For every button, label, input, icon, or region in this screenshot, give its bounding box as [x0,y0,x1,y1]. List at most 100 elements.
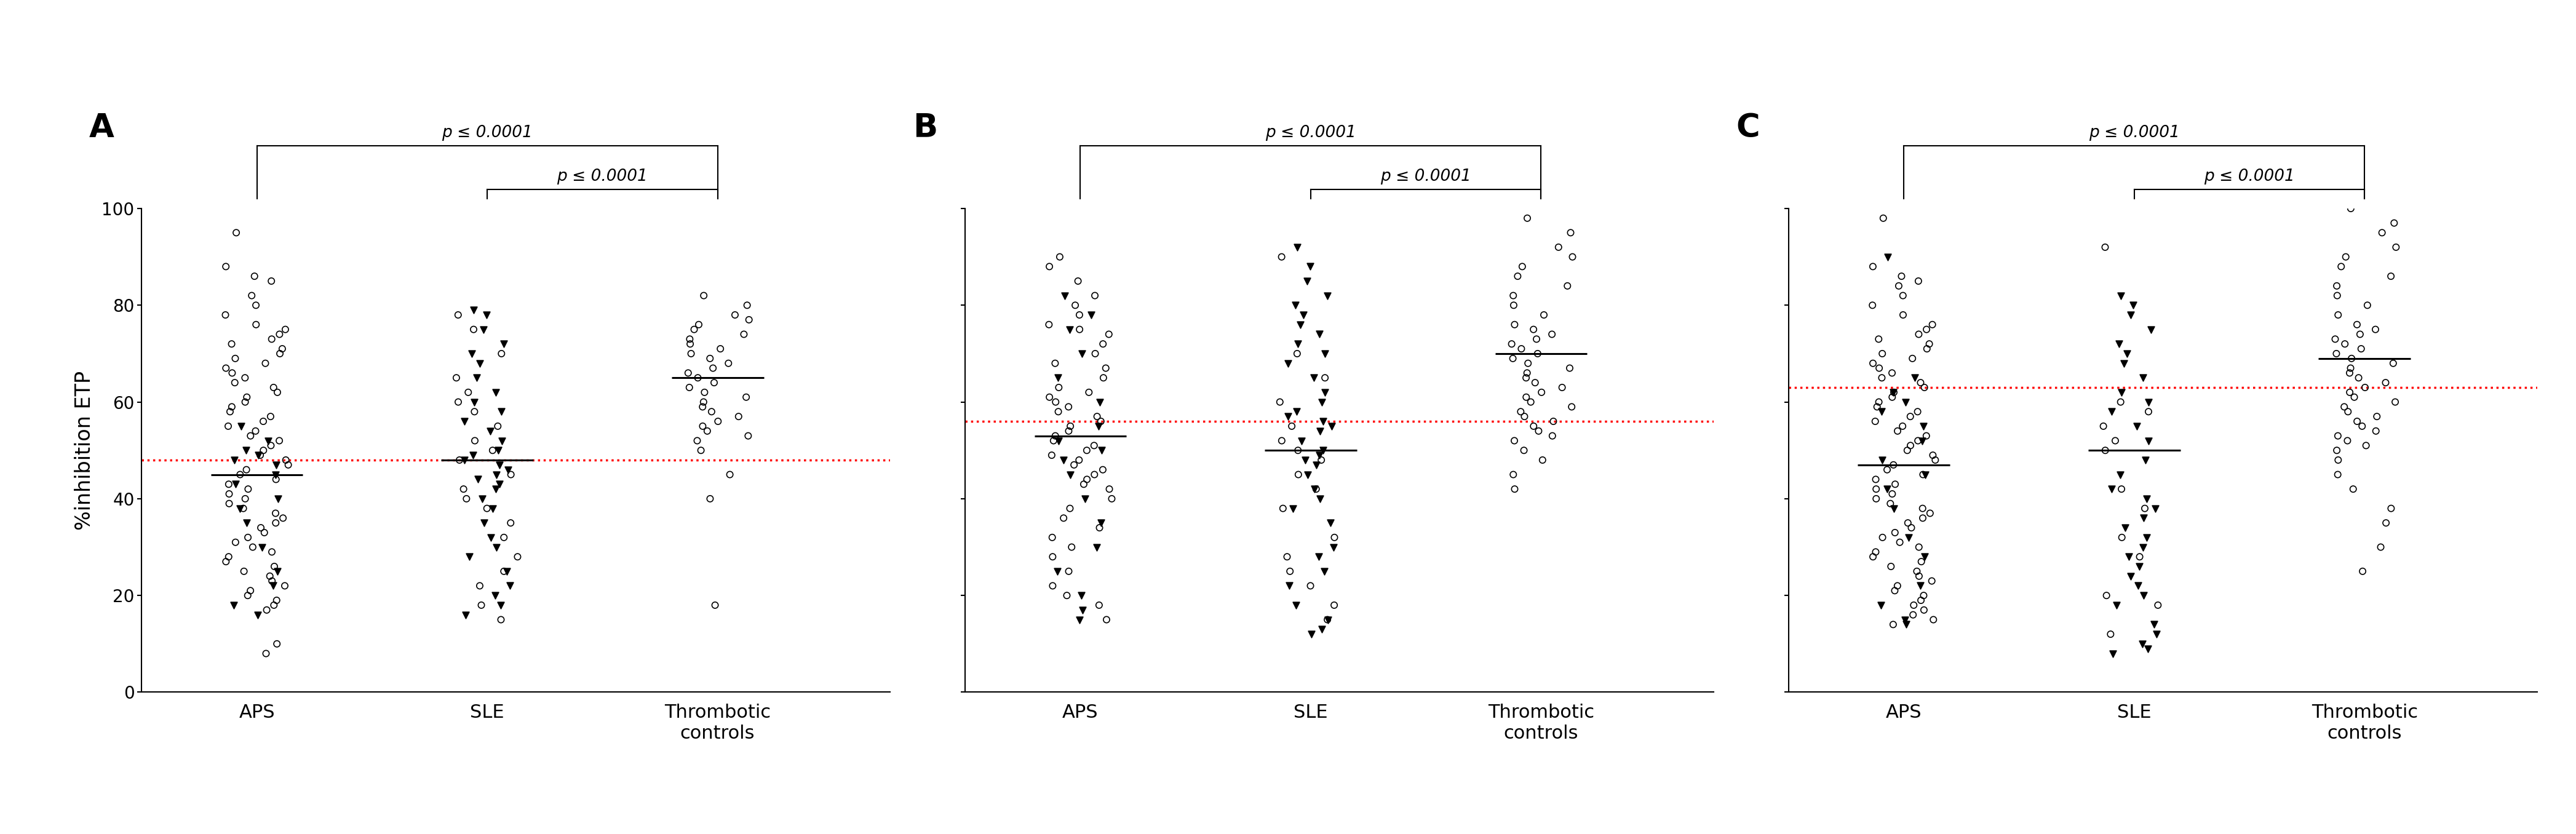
Point [1899,570,1940,583]
Point [1533,414,1574,428]
Point [2326,434,2367,447]
Point [2357,409,2398,423]
Point [2136,627,2177,641]
Point [726,390,768,404]
Point [1285,454,1327,467]
Point [2089,627,2130,641]
Point [1857,400,1899,414]
Point [1893,608,1935,621]
Point [1074,468,1115,481]
Point [1901,511,1942,525]
Point [464,516,505,530]
Point [1504,390,1546,404]
Point [1301,454,1342,467]
Point [456,371,497,384]
Point [446,492,487,505]
Point [234,318,276,331]
Point [1298,550,1340,564]
Point [1084,361,1126,374]
Point [1278,347,1319,360]
Point [232,540,273,554]
Point [466,309,507,322]
Point [1051,468,1092,481]
Point [1288,468,1329,481]
Point [1298,492,1340,505]
Point [219,468,260,481]
Point [1288,260,1329,274]
Point [227,530,268,544]
Point [2099,289,2141,302]
Point [1056,274,1097,288]
Point [482,405,523,419]
Point [2097,599,2138,612]
Point [1893,371,1935,384]
Point [693,361,734,374]
Point [2331,202,2372,215]
Point [453,323,495,336]
Point [1904,603,1945,616]
Point [2120,550,2161,564]
Point [1059,323,1100,336]
Point [1293,482,1334,495]
Point [1082,444,1123,457]
Point [1883,613,1924,626]
Point [2087,589,2128,602]
Point [1875,478,1917,491]
Point [252,579,294,592]
Point [477,482,518,495]
Point [489,579,531,592]
Text: p ≤ 0.0001: p ≤ 0.0001 [2205,168,2295,184]
Point [1911,449,1953,462]
Point [214,454,255,467]
Point [1492,337,1533,350]
Point [1862,454,1904,467]
Point [443,414,484,428]
Point [1909,337,1950,350]
Point [1038,405,1079,419]
Point [1038,381,1079,394]
Point [1030,530,1072,544]
Point [255,516,296,530]
Point [1092,492,1133,505]
Point [1862,212,1904,225]
Point [680,444,721,457]
Point [234,299,276,312]
Point [1033,434,1074,447]
Point [260,347,301,360]
Point [258,328,299,341]
Point [1303,565,1345,578]
Point [1504,409,1546,423]
Point [1502,342,1543,355]
Point [477,468,518,481]
Point [471,502,513,515]
Point [245,357,286,370]
Point [1914,454,1955,467]
Point [224,371,265,384]
Point [250,274,291,288]
Point [1901,502,1942,515]
Point [1857,395,1899,409]
Point [446,608,487,621]
Point [453,449,495,462]
Point [1512,323,1553,336]
Point [1494,299,1535,312]
Point [729,313,770,326]
Point [1298,449,1340,462]
Point [245,647,286,661]
Point [237,608,278,621]
Point [2372,357,2414,370]
Point [1064,492,1105,505]
Text: p ≤ 0.0001: p ≤ 0.0001 [2089,125,2179,141]
Point [1059,454,1100,467]
Point [461,492,502,505]
Point [209,487,250,500]
Point [2375,240,2416,254]
Point [1891,409,1932,423]
Point [1267,357,1309,370]
Point [1291,627,1332,641]
Point [255,637,296,651]
Point [1267,579,1309,592]
Point [448,550,489,564]
Point [1278,337,1319,350]
Point [1079,420,1121,433]
